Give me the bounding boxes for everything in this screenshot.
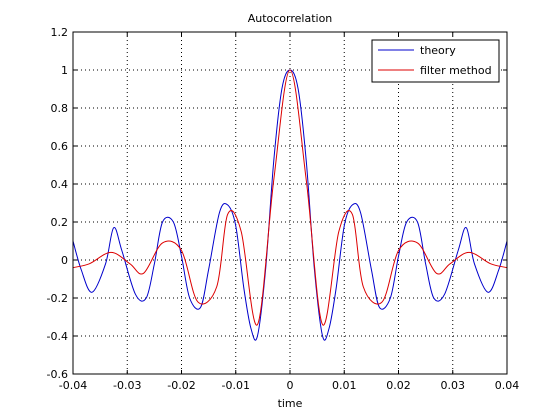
x-tick-label: -0.03: [113, 379, 141, 392]
legend: theory filter method: [371, 39, 500, 83]
y-tick-label: 1.2: [51, 26, 69, 39]
legend-label-theory: theory: [420, 44, 456, 57]
legend-label-filter-method: filter method: [420, 64, 492, 77]
axis-tick-labels: -0.04 -0.03 -0.02 -0.01 0 0.01 0.02 0.03 0.04 -0.…: [47, 26, 520, 392]
x-tick-label: 0.03: [441, 379, 466, 392]
y-tick-label: 0.4: [51, 178, 69, 191]
y-tick-label: 0.2: [51, 216, 69, 229]
y-tick-label: 0.6: [51, 140, 69, 153]
legend-box: [371, 39, 500, 83]
series-lines: [72, 69, 508, 341]
x-tick-label: 0: [287, 379, 294, 392]
x-tick-label: -0.01: [222, 379, 250, 392]
y-tick-label: 1: [61, 64, 68, 77]
y-tick-label: 0: [61, 254, 68, 267]
plot-area: [73, 32, 507, 374]
y-tick-label: -0.4: [47, 330, 68, 343]
x-tick-label: 0.04: [495, 379, 520, 392]
y-tick-label: -0.2: [47, 292, 68, 305]
series-line-filter-method: [72, 69, 508, 326]
y-tick-label: -0.6: [47, 368, 68, 381]
x-axis-label: time: [278, 397, 303, 410]
x-tick-label: 0.01: [332, 379, 357, 392]
x-tick-label: -0.02: [167, 379, 195, 392]
axis-ticks: [72, 31, 508, 375]
chart-title: Autocorrelation: [248, 12, 333, 25]
y-tick-label: 0.8: [51, 102, 69, 115]
x-tick-label: 0.02: [386, 379, 411, 392]
x-tick-label: -0.04: [59, 379, 87, 392]
